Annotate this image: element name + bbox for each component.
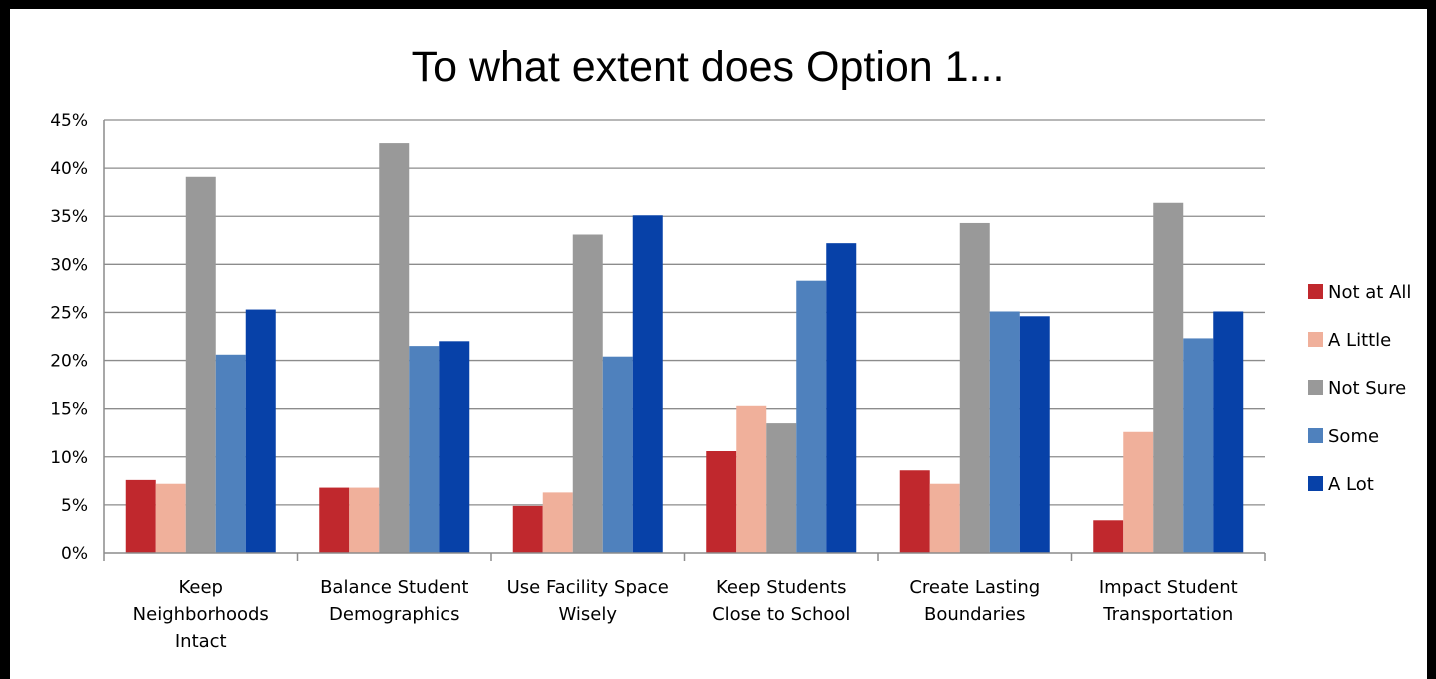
bar: [512, 505, 543, 553]
y-axis-tick-labels: 0% 5% 10% 15% 20% 25% 30% 35% 40% 45%: [50, 111, 88, 564]
x-category-label: Demographics: [329, 604, 459, 625]
bar: [706, 451, 737, 553]
bar: [929, 483, 960, 553]
legend-swatch: [1308, 332, 1323, 347]
bar: [632, 215, 663, 553]
y-tick-label: 0%: [61, 544, 88, 564]
legend-label: A Lot: [1328, 474, 1374, 495]
y-tick-label: 10%: [50, 448, 88, 468]
bars: [125, 143, 1244, 554]
bar: [1123, 431, 1154, 553]
legend-label: Some: [1328, 426, 1379, 447]
legend-swatch: [1308, 476, 1323, 491]
legend-label: A Little: [1328, 330, 1391, 351]
bar: [602, 356, 633, 553]
bar: [959, 222, 990, 554]
y-tick-label: 5%: [61, 496, 88, 516]
bar: [439, 341, 470, 553]
x-category-label: Close to School: [712, 604, 850, 625]
chart-title: To what extent does Option 1...: [412, 43, 1005, 91]
bar: [125, 479, 156, 553]
bar: [1153, 202, 1184, 554]
bar: [379, 143, 410, 554]
bar: [1213, 311, 1244, 553]
bar: [409, 346, 440, 553]
x-category-label: Use Facility Space: [507, 577, 669, 598]
bar: [215, 354, 246, 553]
legend-label: Not Sure: [1328, 378, 1406, 399]
x-axis-category-labels: Keep Neighborhoods Intact Balance Student De…: [133, 577, 1238, 652]
bar: [185, 176, 216, 553]
x-category-label: Impact Student: [1099, 577, 1238, 598]
y-tick-label: 30%: [50, 255, 88, 275]
bar: [766, 423, 797, 553]
y-tick-label: 40%: [50, 159, 88, 179]
x-category-label: Neighborhoods: [133, 604, 269, 625]
legend-label: Not at All: [1328, 282, 1411, 303]
y-tick-label: 25%: [50, 303, 88, 323]
bar: [1183, 338, 1214, 553]
x-category-label: Wisely: [558, 604, 617, 625]
bar: [1093, 520, 1124, 553]
legend: Not at All A Little Not Sure Some A Lot: [1308, 282, 1411, 495]
y-tick-label: 20%: [50, 352, 88, 372]
bar: [736, 405, 767, 553]
legend-swatch: [1308, 284, 1323, 299]
x-category-label: Transportation: [1102, 604, 1233, 625]
x-category-label: Keep Students: [716, 577, 846, 598]
bar: [155, 483, 186, 553]
bar: [319, 487, 350, 553]
bar: [796, 280, 827, 553]
x-category-label: Create Lasting: [909, 577, 1040, 598]
bar: [572, 234, 603, 553]
x-category-label: Boundaries: [924, 604, 1026, 625]
x-category-label: Intact: [175, 631, 227, 652]
bar: [1019, 316, 1050, 553]
y-tick-label: 45%: [50, 111, 88, 131]
legend-swatch: [1308, 380, 1323, 395]
bar: [245, 309, 276, 553]
bar: [989, 311, 1020, 553]
x-category-label: Balance Student: [320, 577, 468, 598]
y-tick-label: 15%: [50, 400, 88, 420]
bar: [826, 243, 857, 554]
axes: [103, 120, 1266, 561]
gridlines: [104, 119, 1265, 506]
bar: [349, 487, 380, 553]
legend-swatch: [1308, 428, 1323, 443]
x-category-label: Keep: [179, 577, 223, 598]
bar: [899, 470, 930, 553]
y-tick-label: 35%: [50, 207, 88, 227]
bar: [542, 492, 573, 553]
